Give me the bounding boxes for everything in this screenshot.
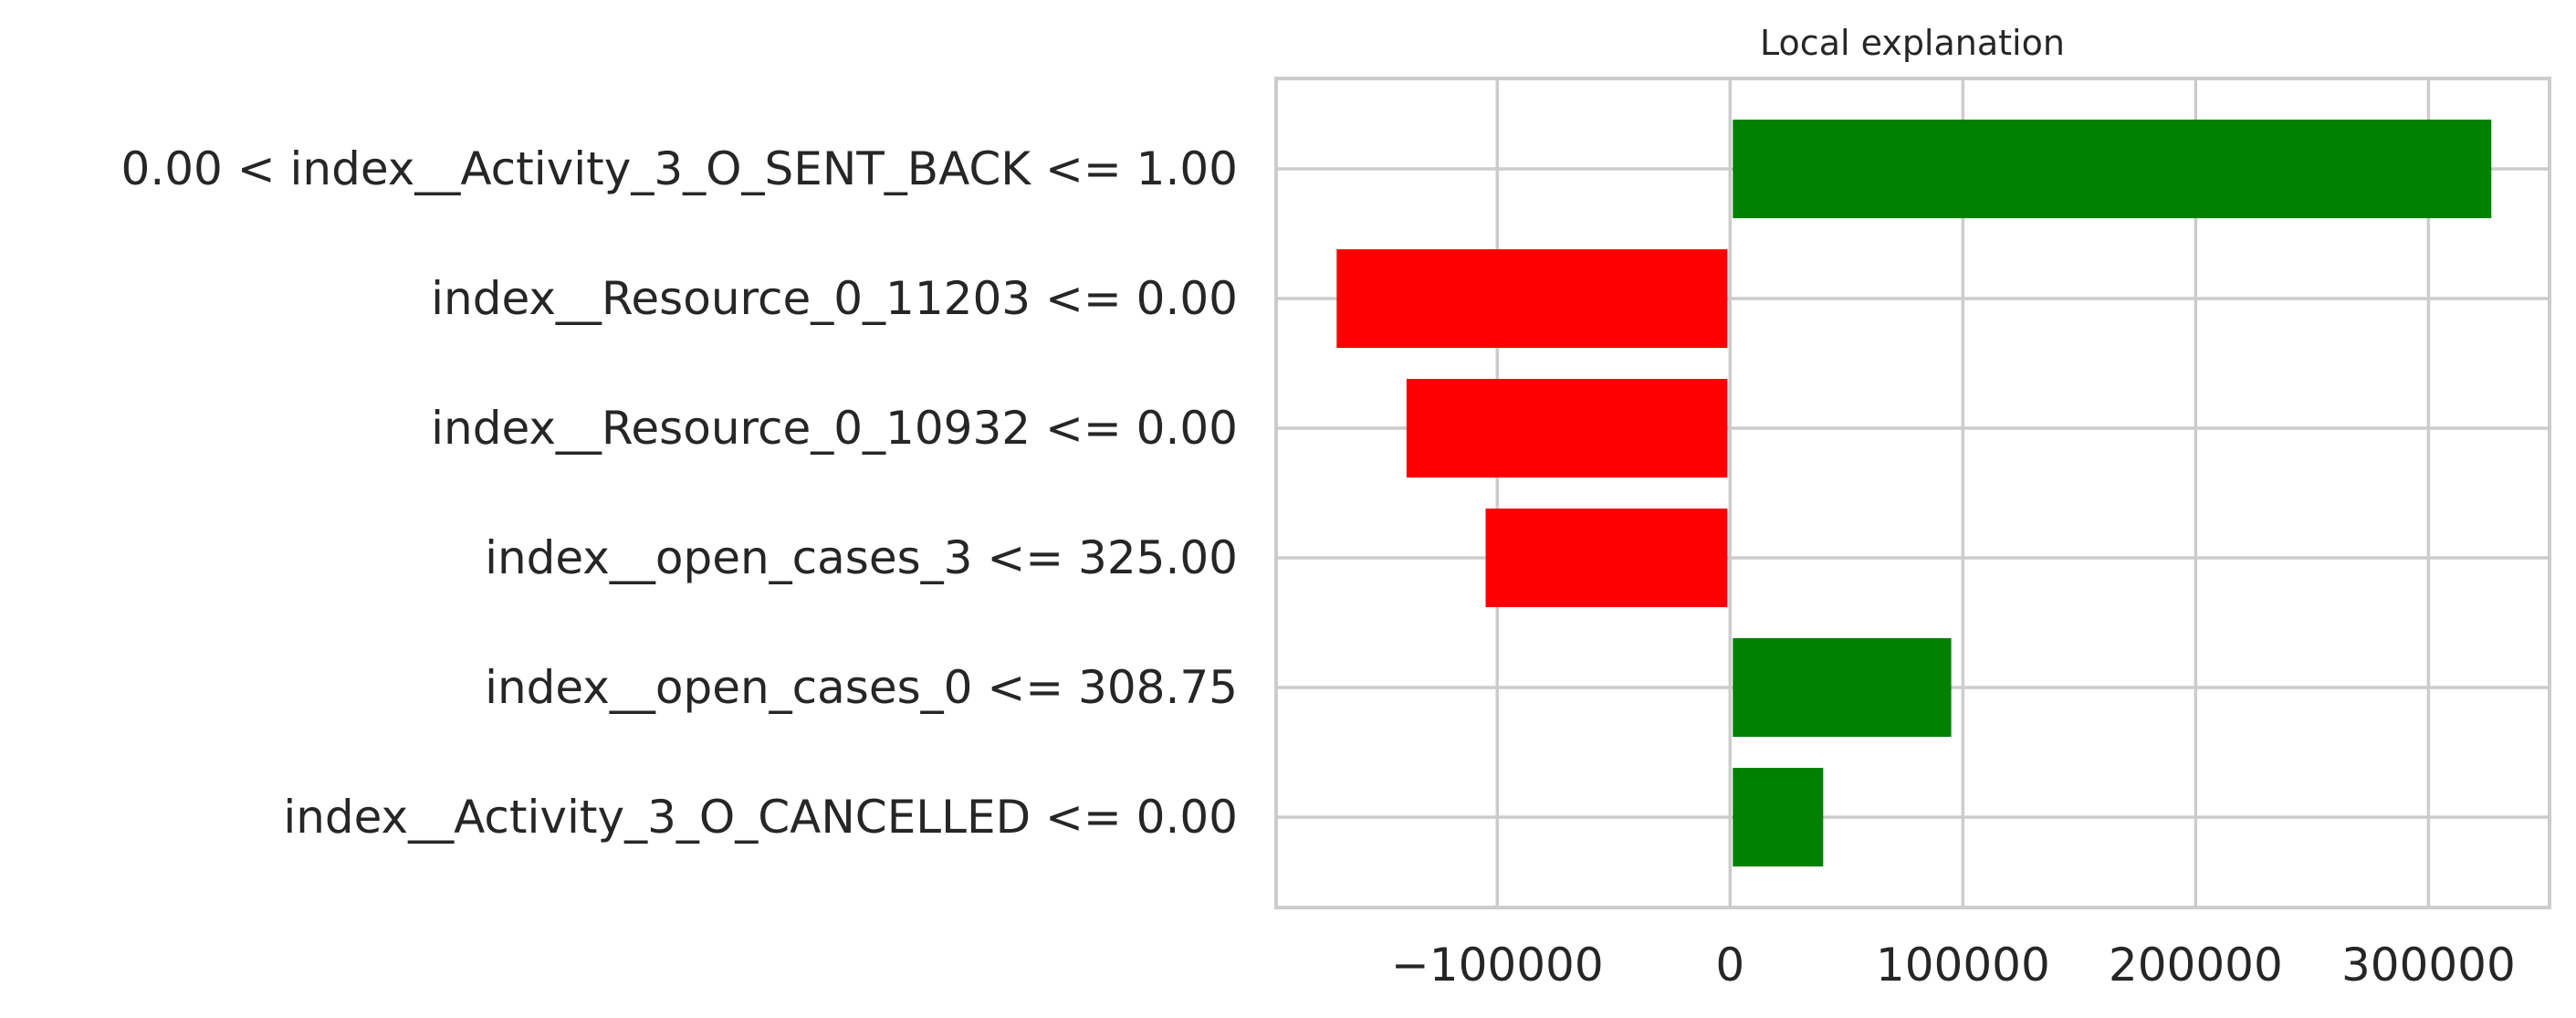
x-tick-label: 200000 [2109, 939, 2283, 992]
x-tick-label: 100000 [1876, 939, 2050, 992]
bar [1733, 768, 1824, 866]
x-tick-labels: −100000 0 100000 200000 300000 [1391, 939, 2516, 992]
x-tick-label: 0 [1715, 939, 1744, 992]
bar [1406, 379, 1728, 478]
y-tick-label: index__open_cases_0 <= 308.75 [485, 661, 1238, 714]
bar [1485, 509, 1728, 607]
y-tick-label: index__Resource_0_11203 <= 0.00 [431, 272, 1238, 325]
bar [1336, 249, 1728, 348]
y-tick-labels: 0.00 < index__Activity_3_O_SENT_BACK <= … [121, 142, 1238, 844]
y-tick-label: 0.00 < index__Activity_3_O_SENT_BACK <= … [121, 142, 1238, 195]
bar [1733, 120, 2492, 218]
plot-frame [1274, 77, 2551, 909]
chart-title: Local explanation [1760, 23, 2065, 63]
bars [1336, 120, 2492, 866]
y-tick-label: index__open_cases_3 <= 325.00 [485, 531, 1238, 584]
y-tick-label: index__Resource_0_10932 <= 0.00 [431, 402, 1238, 455]
x-tick-label: −100000 [1391, 939, 1604, 992]
x-tick-label: 300000 [2341, 939, 2516, 992]
bar [1733, 638, 1952, 737]
y-tick-label: index__Activity_3_O_CANCELLED <= 0.00 [283, 791, 1238, 844]
